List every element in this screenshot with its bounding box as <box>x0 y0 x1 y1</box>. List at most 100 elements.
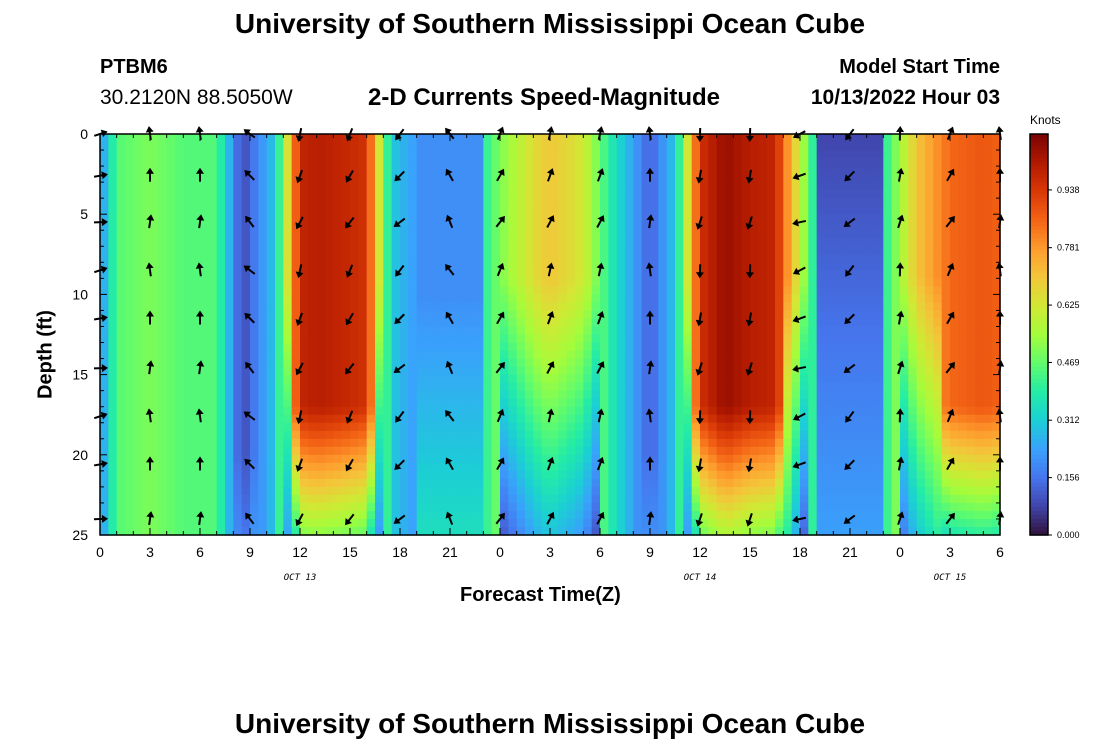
heatmap-cell <box>316 222 326 231</box>
heatmap-cell <box>583 382 593 392</box>
heatmap-cell <box>141 142 151 151</box>
heatmap-cell <box>216 430 226 440</box>
heatmap-cell <box>125 246 134 255</box>
heatmap-cell <box>866 254 876 263</box>
heatmap-cell <box>750 238 759 247</box>
heatmap-cell <box>266 278 276 287</box>
heatmap-cell <box>608 198 618 207</box>
heatmap-cell <box>458 398 468 408</box>
heatmap-cell <box>416 486 426 496</box>
heatmap-cell <box>333 358 343 368</box>
heatmap-cell <box>925 294 934 304</box>
heatmap-cell <box>325 310 334 320</box>
heatmap-cell <box>116 350 126 360</box>
heatmap-cell <box>533 158 543 167</box>
heatmap-cell <box>775 326 784 336</box>
heatmap-cell <box>100 406 109 416</box>
heatmap-cell <box>791 278 801 287</box>
heatmap-cell <box>141 430 151 440</box>
heatmap-cell <box>800 518 809 528</box>
heatmap-cell <box>550 454 559 464</box>
heatmap-cell <box>858 478 868 488</box>
heatmap-cell <box>816 278 826 287</box>
heatmap-cell <box>466 270 476 279</box>
heatmap-cell <box>783 518 793 528</box>
heatmap-cell <box>666 190 676 199</box>
heatmap-cell <box>825 206 834 215</box>
heatmap-cell <box>258 526 268 536</box>
heatmap-cell <box>141 366 151 376</box>
heatmap-cell <box>141 334 151 344</box>
heatmap-cell <box>558 422 568 432</box>
heatmap-cell <box>150 206 159 215</box>
heatmap-cell <box>116 382 126 392</box>
heatmap-cell <box>508 222 518 231</box>
heatmap-cell <box>766 398 776 408</box>
heatmap-cell <box>750 374 759 384</box>
heatmap-cell <box>733 398 743 408</box>
heatmap-cell <box>925 150 934 159</box>
heatmap-cell <box>791 318 801 328</box>
heatmap-cell <box>491 326 501 336</box>
heatmap-cell <box>591 214 601 223</box>
heatmap-cell <box>891 134 901 143</box>
heatmap-cell <box>733 510 743 520</box>
heatmap-cell <box>775 198 784 207</box>
heatmap-cell <box>433 174 443 183</box>
heatmap-cell <box>900 246 909 255</box>
heatmap-cell <box>758 134 768 143</box>
heatmap-cell <box>833 430 843 440</box>
heatmap-cell <box>791 454 801 464</box>
heatmap-cell <box>366 462 376 472</box>
heatmap-cell <box>266 350 276 360</box>
heatmap-cell <box>700 134 709 143</box>
heatmap-cell <box>191 438 201 448</box>
heatmap-cell <box>875 366 884 376</box>
heatmap-cell <box>900 502 909 512</box>
heatmap-cell <box>716 206 726 215</box>
heatmap-cell <box>400 334 409 344</box>
heatmap-cell <box>791 358 801 368</box>
heatmap-cell <box>683 502 693 512</box>
heatmap-cell <box>491 358 501 368</box>
heatmap-cell <box>175 350 184 360</box>
heatmap-cell <box>925 382 934 392</box>
heatmap-cell <box>325 142 334 151</box>
heatmap-cell <box>566 238 576 247</box>
heatmap-cell <box>225 318 234 328</box>
heatmap-cell <box>858 230 868 239</box>
heatmap-cell <box>266 358 276 368</box>
heatmap-cell <box>375 414 384 424</box>
heatmap-cell <box>316 398 326 408</box>
heatmap-cell <box>358 462 368 472</box>
heatmap-cell <box>416 414 426 424</box>
heatmap-cell <box>466 438 476 448</box>
heatmap-cell <box>291 142 301 151</box>
heatmap-cell <box>883 302 893 312</box>
heatmap-cell <box>675 446 684 456</box>
heatmap-cell <box>400 422 409 432</box>
heatmap-cell <box>100 174 109 183</box>
heatmap-cell <box>758 486 768 496</box>
heatmap-cell <box>700 230 709 239</box>
heatmap-cell <box>608 302 618 312</box>
heatmap-cell <box>750 494 759 504</box>
heatmap-cell <box>733 270 743 279</box>
heatmap-cell <box>266 206 276 215</box>
heatmap-cell <box>850 270 859 279</box>
heatmap-cell <box>691 510 701 520</box>
heatmap-cell <box>425 390 434 400</box>
heatmap-cell <box>475 302 484 312</box>
heatmap-cell <box>408 398 418 408</box>
heatmap-cell <box>191 406 201 416</box>
heatmap-cell <box>808 502 818 512</box>
heatmap-cell <box>800 142 809 151</box>
heatmap-cell <box>525 166 534 175</box>
heatmap-cell <box>183 230 193 239</box>
heatmap-cell <box>391 390 401 400</box>
heatmap-cell <box>466 494 476 504</box>
heatmap-cell <box>525 390 534 400</box>
heatmap-cell <box>716 430 726 440</box>
heatmap-cell <box>441 174 451 183</box>
heatmap-cell <box>350 414 359 424</box>
